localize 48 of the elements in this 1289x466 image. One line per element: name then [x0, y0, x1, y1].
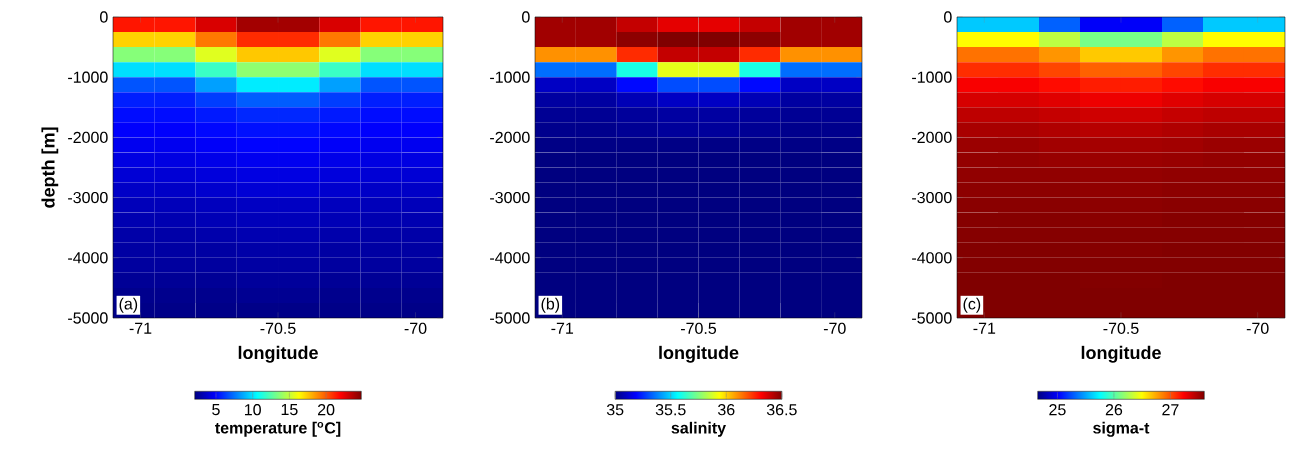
y-tick-label: -4000 [912, 252, 952, 264]
x-tick-label: -70 [1246, 322, 1269, 335]
x-tick-label: -71 [973, 322, 996, 334]
color-bar-label: 35 [606, 404, 624, 416]
y-tick-label: -3000 [490, 191, 530, 204]
y-tick-label: -2000 [68, 131, 108, 144]
annotation: (a) [119, 297, 138, 313]
color-bar-label: 36 [717, 404, 735, 416]
color-bar-label: 26 [1105, 404, 1123, 416]
color-bar-label: 5 [212, 404, 220, 416]
y-tick-label: 0 [522, 11, 530, 23]
y-tick-label: -1000 [912, 71, 952, 83]
x-axis-title: longitude [1081, 345, 1161, 363]
color-bar-label: 36.5 [766, 404, 797, 416]
y-tick-label: -4000 [68, 252, 108, 264]
y-tick-label: -2000 [912, 131, 952, 144]
y-tick-label: -5000 [912, 312, 952, 324]
x-axis-title: longitude [659, 345, 739, 363]
y-tick-label: -5000 [490, 312, 530, 324]
y-tick-label: -3000 [912, 191, 952, 204]
color-bar-label: 20 [318, 404, 335, 416]
y-tick-label: -1000 [68, 71, 108, 83]
color-bar-label: 10 [244, 404, 261, 416]
y-tick-label: 0 [944, 11, 952, 23]
color-bar-label: 35.5 [655, 404, 686, 416]
x-tick-label: -70.5 [1103, 322, 1139, 335]
x-tick-label: -71 [551, 322, 574, 334]
x-axis-title: longitude [238, 345, 318, 363]
color-bar-label: 25 [1049, 404, 1066, 416]
y-tick-label: -3000 [68, 191, 108, 204]
color-bar-title: temperature [$^{o}$C] [215, 421, 341, 437]
y-tick-label: 0 [100, 11, 108, 23]
x-tick-label: -70 [404, 322, 427, 335]
color-bar-label: 27 [1162, 404, 1179, 416]
y-tick-label: -2000 [490, 131, 530, 144]
y-tick-label: -4000 [490, 252, 530, 264]
x-tick-label: -70.5 [260, 322, 296, 335]
x-tick-label: -70 [823, 322, 846, 335]
color-bar-label: 15 [281, 404, 298, 416]
x-tick-label: -70.5 [680, 322, 717, 335]
annotation: (b) [541, 297, 560, 313]
x-tick-label: -71 [129, 322, 152, 334]
y-tick-label: -1000 [490, 71, 530, 83]
y-axis-title: depth [m] [41, 127, 59, 208]
annotation: (c) [963, 297, 981, 313]
y-tick-label: -5000 [68, 312, 108, 324]
color-bar-title: salinity [671, 421, 726, 437]
color-bar-title: sigma-t [1093, 421, 1150, 437]
